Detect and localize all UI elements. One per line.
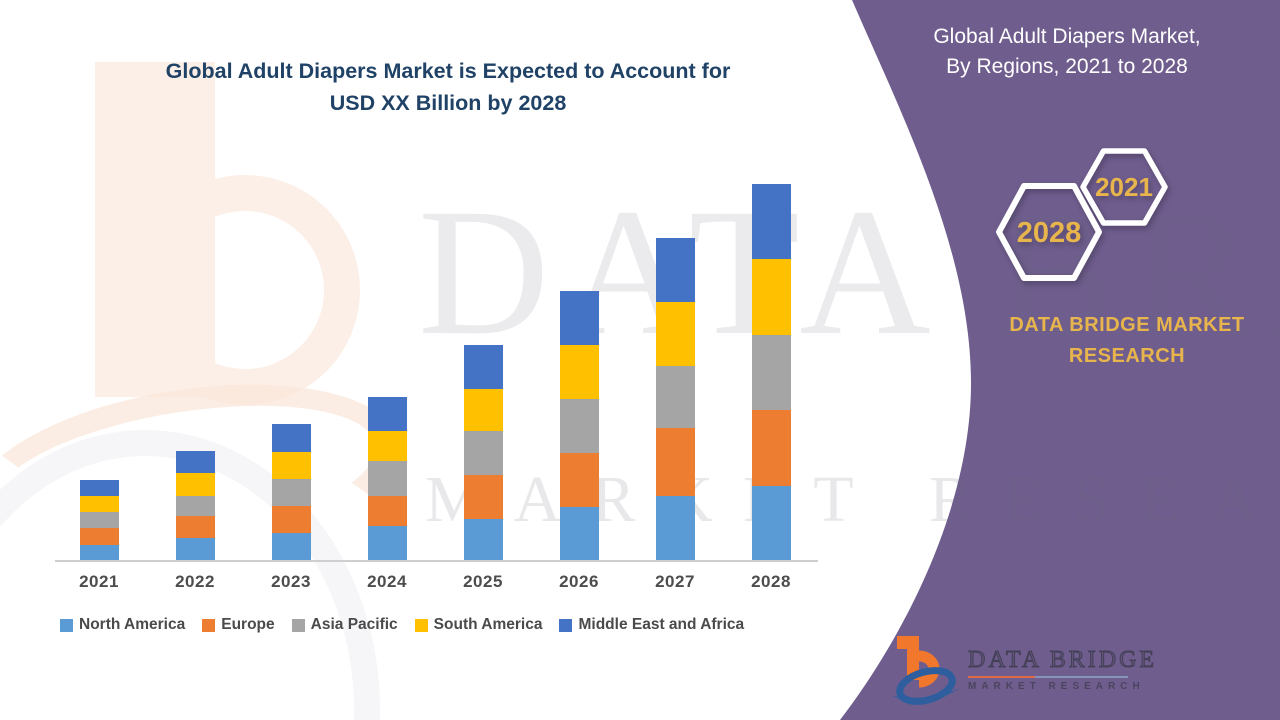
bar-segment (367, 526, 407, 561)
bar-segment (271, 424, 311, 452)
legend-item: Asia Pacific (291, 616, 398, 634)
bar-segment (751, 184, 791, 259)
x-axis-label: 2027 (655, 572, 695, 591)
bar-segment (655, 366, 695, 428)
legend-marker-icon (60, 618, 73, 632)
bar-segment (79, 528, 119, 545)
bar-segment (175, 451, 215, 473)
bar-segment (79, 480, 119, 496)
bar-segment (655, 428, 695, 496)
bar-segment (271, 506, 311, 533)
bar-segment (175, 473, 215, 496)
footer-logo-sub: MARKET RESEARCH (968, 680, 1145, 692)
bar-segment (79, 496, 119, 512)
legend-label: South America (433, 616, 543, 633)
bar-segment (367, 496, 407, 526)
bar-segment (655, 238, 695, 302)
hexagon-label-2021: 2021 (1095, 172, 1153, 202)
bar-2022 (175, 451, 215, 561)
panel-brand-text: DATA BRIDGE MARKET RESEARCH (1009, 314, 1245, 367)
x-axis-label: 2025 (463, 572, 503, 591)
bar-segment (271, 479, 311, 506)
bar-segment (463, 389, 503, 431)
bar-segment (79, 512, 119, 528)
x-axis-line (55, 560, 818, 562)
hexagon-badge-2021 (1080, 148, 1168, 226)
bar-2028 (751, 184, 791, 561)
bar-2026 (559, 291, 599, 561)
bar-segment (463, 431, 503, 475)
bar-segment (655, 496, 695, 561)
bar-segment (751, 410, 791, 486)
legend-label: Asia Pacific (310, 616, 398, 633)
legend-item: Europe (202, 616, 275, 634)
legend-item: South America (414, 616, 543, 634)
bar-segment (175, 496, 215, 516)
bar-segment (463, 345, 503, 389)
bar-segment (271, 452, 311, 479)
bar-segment (559, 345, 599, 399)
legend-marker-icon (202, 618, 216, 632)
chart-title-line1: Global Adult Diapers Market is Expected … (165, 59, 731, 83)
footer-logo-divider (968, 675, 1128, 678)
bar-segment (559, 507, 599, 561)
hexagon-label-2028: 2028 (1017, 217, 1082, 249)
bar-segment (655, 302, 695, 366)
x-axis-labels: 2021 2022 2023 2024 2025 2026 2027 2028 (55, 572, 818, 598)
hexagon-badges: 2021 2028 (996, 148, 1168, 281)
hexagon-badge-2028 (996, 183, 1102, 281)
chart-title-line2: USD XX Billion by 2028 (329, 91, 567, 116)
bar-segment (751, 486, 791, 561)
x-axis-label: 2028 (751, 572, 791, 591)
bar-segment (751, 259, 791, 335)
bar-segment (79, 545, 119, 561)
x-axis-label: 2022 (175, 572, 215, 591)
purple-panel-path (840, 0, 1280, 720)
chart-legend: North America Europe Asia Pacific South Ame… (60, 616, 744, 634)
legend-marker-icon (559, 618, 573, 632)
bar-2024 (367, 397, 407, 561)
panel-title-line1: Global Adult Diapers Market, (933, 25, 1201, 48)
bar-2025 (463, 345, 503, 561)
x-axis-label: 2026 (559, 572, 599, 591)
x-axis-label: 2024 (367, 572, 407, 591)
legend-label: Europe (221, 616, 275, 633)
x-axis-label: 2021 (79, 572, 119, 591)
bar-segment (175, 516, 215, 538)
legend-marker-icon (291, 618, 305, 632)
chart-title: Global Adult Diapers Market is Expected … (58, 55, 838, 120)
panel-title: Global Adult Diapers Market, By Regions,… (902, 22, 1232, 83)
legend-item: North America (60, 616, 185, 634)
bar-2027 (655, 238, 695, 561)
bar-segment (367, 431, 407, 461)
bar-segment (559, 399, 599, 453)
stacked-bar-chart (55, 160, 818, 562)
dbmr-logo-icon (892, 636, 960, 705)
footer-logo-name: DATA BRIDGE (967, 647, 1158, 674)
legend-marker-icon (414, 618, 428, 632)
panel-title-line2: By Regions, 2021 to 2028 (946, 55, 1188, 79)
bar-segment (367, 397, 407, 431)
bar-segment (271, 533, 311, 561)
bar-2021 (79, 480, 119, 561)
bar-segment (751, 335, 791, 410)
footer-logo: DATA BRIDGE MARKET RESEARCH (888, 632, 1157, 708)
bar-segment (559, 453, 599, 507)
bar-segment (367, 461, 407, 496)
legend-item: Middle East and Africa (559, 616, 744, 634)
bar-segment (463, 519, 503, 561)
legend-label: Middle East and Africa (578, 616, 745, 633)
bar-segment (463, 475, 503, 519)
bar-segment (175, 538, 215, 561)
x-axis-label: 2023 (271, 572, 311, 591)
legend-label: North America (79, 616, 186, 633)
bar-2023 (271, 424, 311, 561)
bar-segment (559, 291, 599, 345)
